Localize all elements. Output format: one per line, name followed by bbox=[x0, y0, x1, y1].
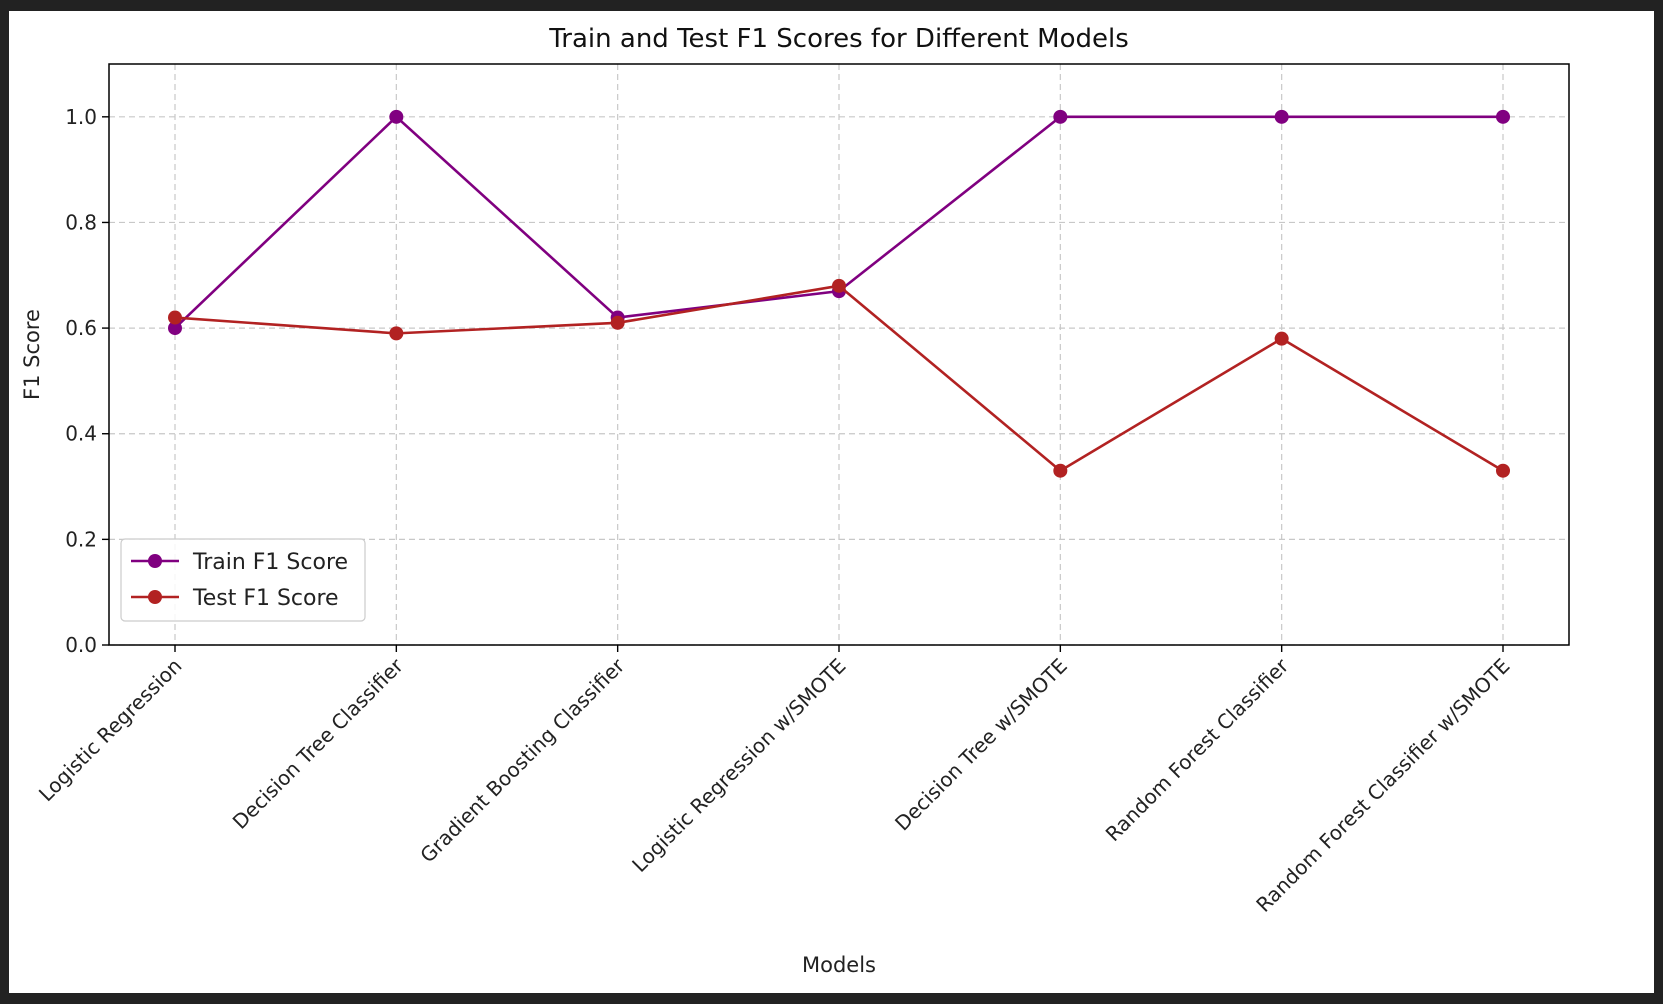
x-tick-label: Decision Tree Classifier bbox=[228, 653, 409, 834]
data-point-train bbox=[389, 109, 404, 124]
y-tick-label: 0.4 bbox=[65, 422, 97, 446]
x-tick-label: Random Forest Classifier w/SMOTE bbox=[1251, 654, 1514, 917]
legend-label-train: Train F1 Score bbox=[192, 550, 348, 575]
data-point-test bbox=[1274, 331, 1289, 346]
data-point-test bbox=[168, 310, 182, 325]
x-tick-label: Logistic Regression w/SMOTE bbox=[627, 654, 850, 877]
data-point-test bbox=[610, 315, 625, 330]
legend-marker-train bbox=[148, 554, 162, 568]
x-tick-label: Decision Tree w/SMOTE bbox=[890, 654, 1072, 836]
figure-panel: 0.0 0.2 0.4 0.6 0.8 1.0 Logistic Regression De… bbox=[9, 11, 1654, 993]
legend: Train F1 Score Test F1 Score bbox=[120, 538, 366, 622]
data-point-test bbox=[389, 326, 404, 341]
x-tick-label: Gradient Boosting Classifier bbox=[415, 653, 629, 867]
data-point-test bbox=[1496, 463, 1510, 478]
legend-item-test: Test F1 Score bbox=[131, 586, 339, 611]
y-tick-label: 0.2 bbox=[65, 527, 97, 551]
line-chart: 0.0 0.2 0.4 0.6 0.8 1.0 Logistic Regression De… bbox=[20, 24, 1570, 977]
x-axis: Logistic Regression Decision Tree Classif… bbox=[34, 645, 1515, 917]
chart-title: Train and Test F1 Scores for Different M… bbox=[548, 24, 1129, 54]
data-point-test bbox=[1053, 463, 1068, 478]
data-point-train bbox=[168, 321, 182, 336]
x-tick-label: Logistic Regression bbox=[34, 654, 187, 807]
y-tick-label: 0.6 bbox=[65, 316, 97, 340]
legend-box bbox=[120, 538, 366, 622]
x-axis-title: Models bbox=[802, 953, 876, 977]
legend-label-test: Test F1 Score bbox=[192, 586, 339, 611]
y-axis-title: F1 Score bbox=[20, 309, 44, 400]
y-tick-label: 0.8 bbox=[65, 210, 97, 234]
data-point-train bbox=[1053, 109, 1068, 124]
data-point-test bbox=[832, 278, 846, 293]
series-layer bbox=[168, 109, 1510, 478]
x-tick-label: Random Forest Classifier bbox=[1101, 653, 1294, 846]
y-tick-label: 1.0 bbox=[65, 105, 97, 129]
legend-marker-test bbox=[148, 590, 162, 604]
legend-item-train: Train F1 Score bbox=[131, 550, 348, 575]
y-tick-label: 0.0 bbox=[65, 633, 97, 657]
y-axis: 0.0 0.2 0.4 0.6 0.8 1.0 bbox=[65, 105, 109, 657]
data-point-train bbox=[1274, 109, 1289, 124]
data-point-train bbox=[1496, 109, 1510, 124]
